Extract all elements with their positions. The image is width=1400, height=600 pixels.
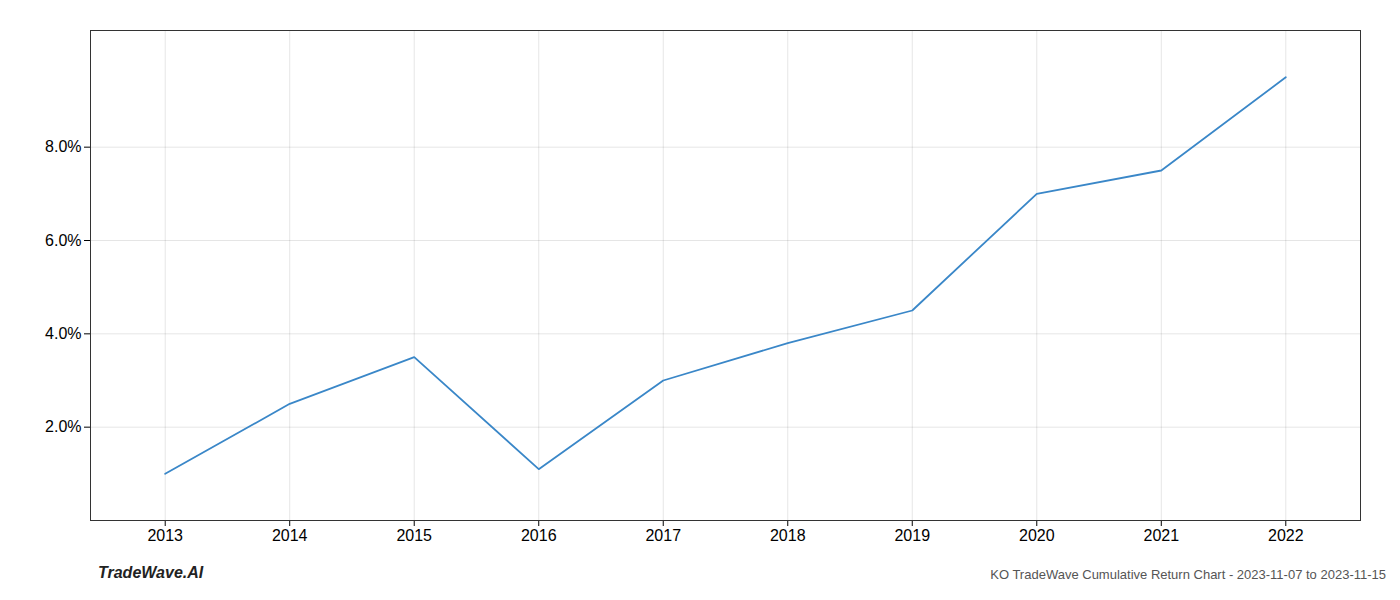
html-text:KO TradeWave Cumulative Return: KO TradeWave Cumulative Return Chart - 2…	[990, 567, 1386, 582]
svg-text:2014: 2014	[272, 527, 308, 544]
svg-text:2018: 2018	[770, 527, 806, 544]
html-text:TradeWave.AI: TradeWave.AI	[98, 564, 204, 581]
svg-text:2022: 2022	[1268, 527, 1304, 544]
svg-text:2.0%: 2.0%	[45, 418, 81, 435]
svg-text:2016: 2016	[521, 527, 557, 544]
svg-text:2021: 2021	[1143, 527, 1179, 544]
svg-text:2013: 2013	[147, 527, 183, 544]
svg-text:2019: 2019	[894, 527, 930, 544]
svg-text:6.0%: 6.0%	[45, 232, 81, 249]
svg-text:8.0%: 8.0%	[45, 138, 81, 155]
svg-text:2017: 2017	[645, 527, 681, 544]
svg-text:2015: 2015	[396, 527, 432, 544]
svg-text:2020: 2020	[1019, 527, 1055, 544]
svg-text:4.0%: 4.0%	[45, 325, 81, 342]
